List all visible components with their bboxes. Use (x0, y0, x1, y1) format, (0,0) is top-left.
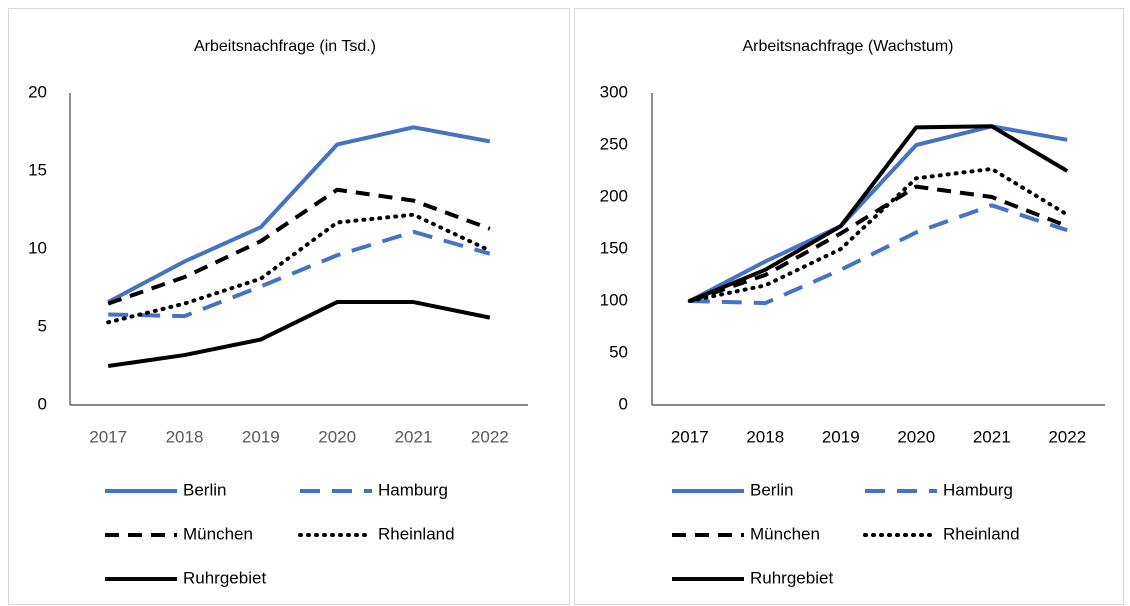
y-tick-label: 10 (28, 238, 47, 257)
series-line (689, 203, 1068, 306)
panel (574, 8, 1124, 605)
panel (8, 8, 570, 605)
series-line (107, 300, 491, 368)
series-line (688, 124, 1068, 303)
y-tick-label: 200 (600, 186, 628, 205)
legend-label: Hamburg (943, 480, 1013, 499)
y-tick-label: 5 (38, 316, 47, 335)
legend-label: München (750, 524, 820, 543)
legend-label: Ruhrgebiet (183, 568, 266, 587)
chart-title: Arbeitsnachfrage (in Tsd.) (194, 38, 376, 55)
y-tick-label: 20 (28, 82, 47, 101)
x-tick-label: 2018 (746, 427, 784, 446)
x-tick-label: 2020 (318, 427, 356, 446)
y-tick-label: 250 (600, 134, 628, 153)
series-line (107, 125, 491, 304)
series-line (108, 229, 491, 319)
series-line (689, 184, 1068, 303)
y-tick-label: 150 (600, 238, 628, 257)
x-tick-label: 2022 (471, 427, 509, 446)
y-tick-label: 300 (600, 82, 628, 101)
y-tick-label: 15 (28, 160, 47, 179)
x-tick-label: 2021 (395, 427, 433, 446)
series-line (107, 187, 491, 306)
y-tick-label: 0 (619, 394, 628, 413)
chart-title: Arbeitsnachfrage (Wachstum) (742, 38, 953, 55)
x-tick-label: 2019 (822, 427, 860, 446)
legend-label: Berlin (750, 480, 793, 499)
x-tick-label: 2020 (897, 427, 935, 446)
legend-label: Hamburg (378, 480, 448, 499)
y-tick-label: 50 (609, 342, 628, 361)
y-tick-label: 0 (38, 394, 47, 413)
y-tick-label: 100 (600, 290, 628, 309)
x-tick-label: 2018 (166, 427, 204, 446)
legend-label: München (183, 524, 253, 543)
series-line (688, 124, 1069, 303)
x-tick-label: 2019 (242, 427, 280, 446)
x-tick-label: 2017 (89, 427, 127, 446)
series-line (106, 212, 492, 325)
series-line (687, 166, 1070, 303)
legend-label: Ruhrgebiet (750, 568, 833, 587)
legend-label: Rheinland (943, 524, 1020, 543)
x-tick-label: 2017 (671, 427, 709, 446)
x-tick-label: 2022 (1048, 427, 1086, 446)
legend-label: Berlin (183, 480, 226, 499)
x-tick-label: 2021 (973, 427, 1011, 446)
legend-label: Rheinland (378, 524, 455, 543)
